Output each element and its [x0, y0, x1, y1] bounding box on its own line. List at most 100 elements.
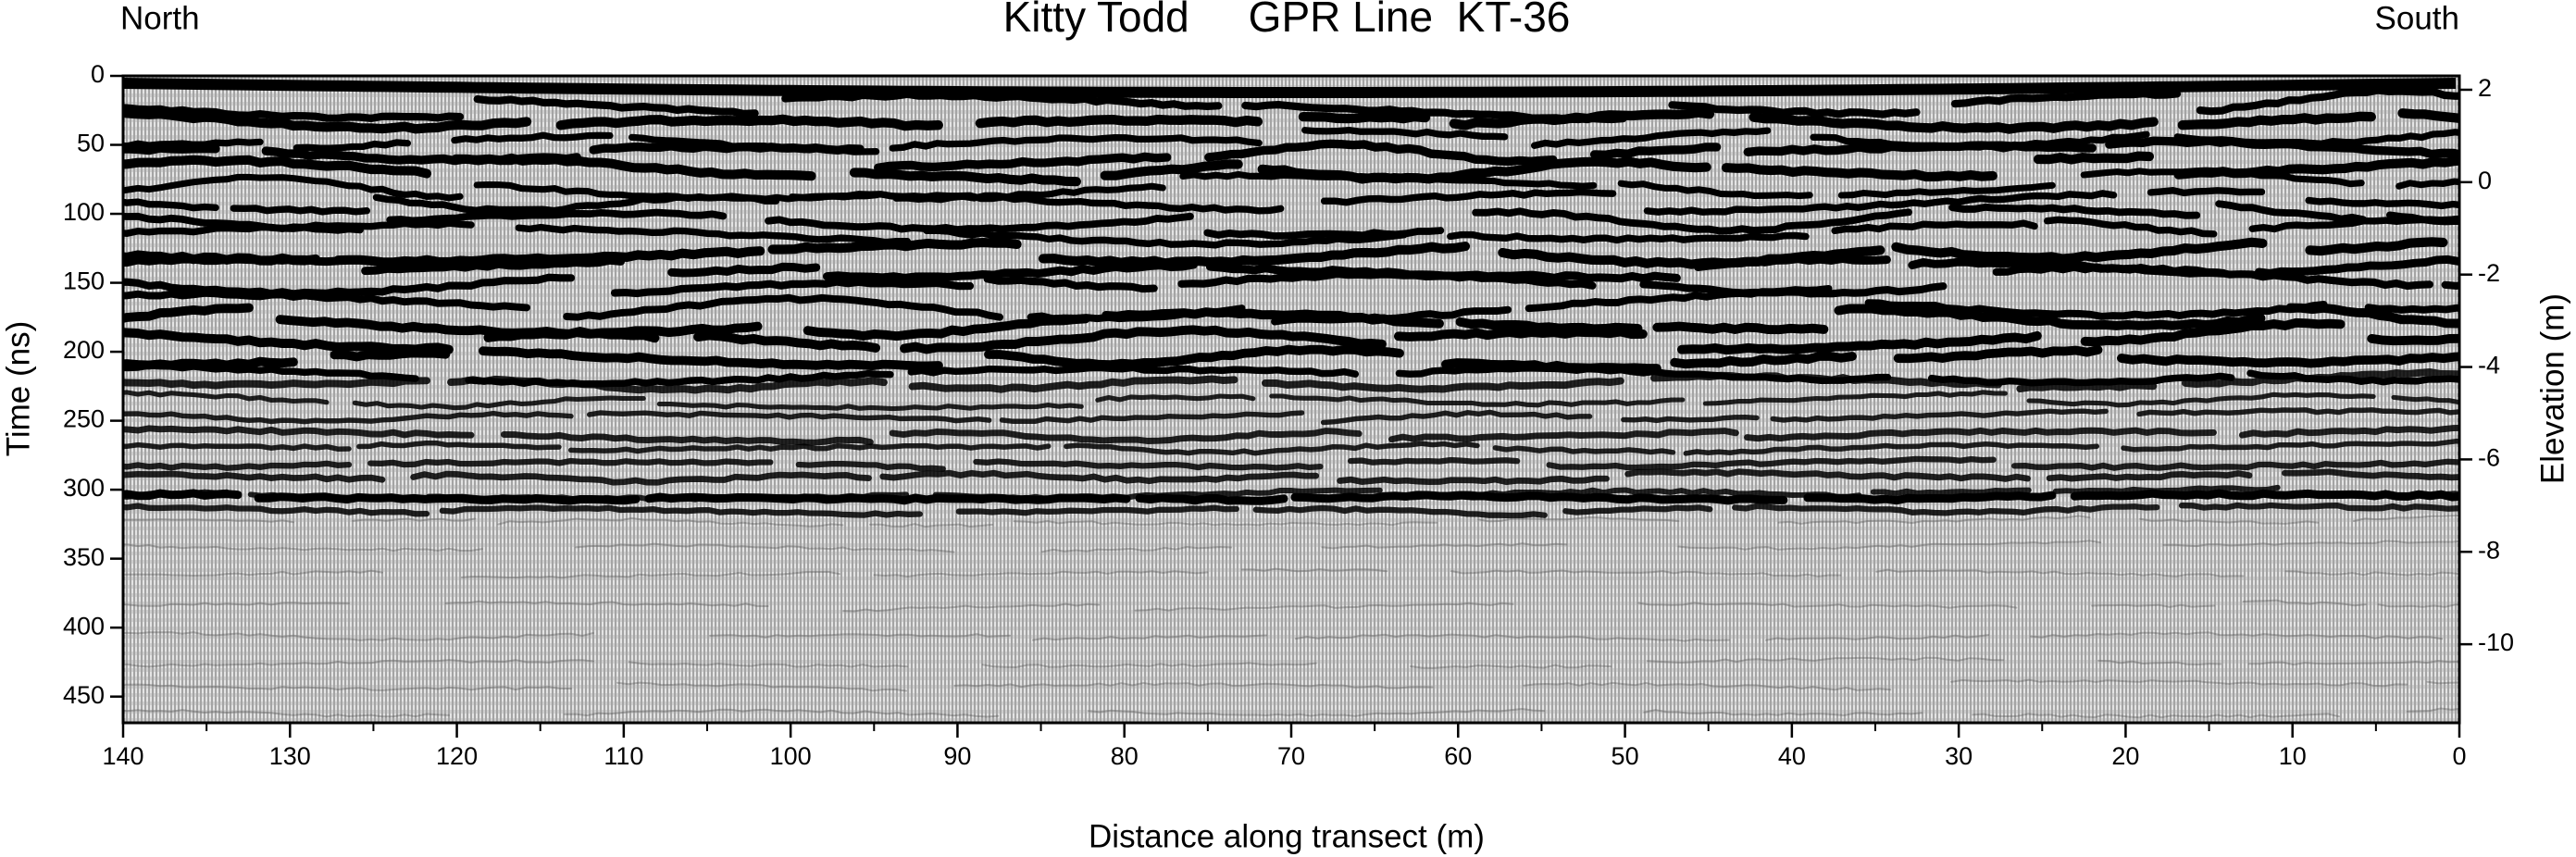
reflector — [123, 143, 220, 155]
reflector — [889, 428, 1363, 444]
reflector — [586, 410, 992, 424]
reflector — [1013, 519, 1437, 527]
reflector — [1240, 567, 1388, 573]
surface-reflector — [123, 78, 2457, 98]
reflector — [497, 516, 844, 528]
reflector — [1530, 127, 1772, 149]
reflector — [1095, 393, 1256, 403]
reflector — [123, 543, 483, 553]
reflector — [1320, 409, 1593, 426]
reflector — [1546, 455, 1997, 471]
reflector — [372, 193, 780, 215]
reflector — [2121, 438, 2459, 453]
reflector — [500, 431, 874, 446]
y-tick-label: 400 — [63, 612, 105, 640]
reflector — [575, 542, 955, 553]
reflector — [1135, 493, 1288, 505]
reflector — [1523, 681, 1892, 691]
reflector — [1637, 602, 2018, 609]
reflector — [483, 328, 660, 343]
reflector — [1134, 602, 1514, 612]
reflector — [781, 90, 1223, 111]
reflector — [610, 278, 975, 298]
reflector — [1064, 441, 1480, 456]
reflector — [1320, 188, 1617, 206]
reflector — [1472, 207, 1913, 235]
y2-tick-label: -10 — [2478, 628, 2514, 656]
reflector — [999, 410, 1305, 425]
reflector — [1252, 504, 1548, 519]
reflector — [123, 155, 432, 179]
reflector — [1676, 330, 2042, 355]
reflector — [981, 662, 1317, 669]
reflector — [823, 260, 1198, 282]
reflector — [1732, 503, 2160, 516]
radargram-reflectors — [123, 78, 2459, 719]
reflector — [1562, 504, 1713, 515]
reflector — [1770, 408, 2109, 423]
reflector — [1477, 515, 1680, 523]
reflector — [123, 659, 594, 668]
reflector — [2080, 317, 2346, 347]
reflector — [1261, 377, 1624, 393]
reflector — [123, 212, 364, 234]
reflector — [2177, 111, 2376, 130]
reflector — [123, 460, 353, 471]
reflector — [2105, 136, 2459, 159]
reflector — [1179, 170, 1598, 190]
reflector — [2285, 303, 2459, 329]
reflector — [1450, 569, 1842, 578]
reflector — [2016, 381, 2158, 393]
reflector — [444, 600, 769, 607]
reflector — [2046, 470, 2253, 482]
reflector — [765, 212, 1194, 234]
reflector — [1693, 254, 1891, 271]
reflector — [1589, 143, 1722, 159]
reflector — [254, 492, 641, 505]
y-tick-label: 50 — [77, 130, 105, 157]
reflector — [515, 223, 912, 246]
reflector — [1948, 203, 2201, 219]
reflector — [292, 139, 412, 152]
right-direction-label: South — [2375, 0, 2459, 36]
reflector — [1038, 242, 1471, 268]
reflector — [2139, 517, 2320, 525]
reflector — [123, 107, 532, 134]
reflector — [123, 709, 450, 718]
reflector — [2052, 484, 2281, 494]
reflector — [1298, 111, 1431, 124]
x-tick-label: 120 — [436, 742, 478, 770]
reflector — [2396, 178, 2459, 190]
reflector — [1744, 427, 2217, 442]
x-tick-label: 30 — [1945, 742, 1972, 770]
y2-tick-label: -2 — [2478, 259, 2500, 287]
reflector — [1177, 269, 1597, 290]
reflector — [1743, 141, 2097, 156]
reflector — [123, 173, 464, 202]
reflector — [439, 504, 923, 518]
reflector — [2397, 108, 2459, 123]
reflector — [123, 425, 475, 439]
reflector — [2196, 86, 2459, 116]
reflector — [2215, 200, 2368, 224]
reflector — [2162, 540, 2459, 548]
reflector — [869, 523, 993, 528]
reflector — [451, 131, 614, 144]
reflector — [1388, 428, 1739, 443]
reflector — [693, 330, 881, 353]
reflector — [1643, 190, 2118, 216]
chart-title: Kitty Todd GPR Line KT-36 — [1003, 0, 1571, 41]
reflector — [1455, 317, 1643, 334]
reflector — [1864, 299, 2328, 320]
reflector — [873, 570, 1209, 578]
y2-axis-title: Elevation (m) — [2534, 293, 2570, 484]
reflector — [1088, 707, 1546, 717]
y-tick-label: 450 — [63, 681, 105, 709]
reflector — [1269, 393, 1686, 408]
reflector — [849, 168, 1081, 187]
reflector — [1294, 633, 1730, 642]
y2-tick-label: -8 — [2478, 536, 2500, 564]
reflector — [123, 470, 386, 483]
